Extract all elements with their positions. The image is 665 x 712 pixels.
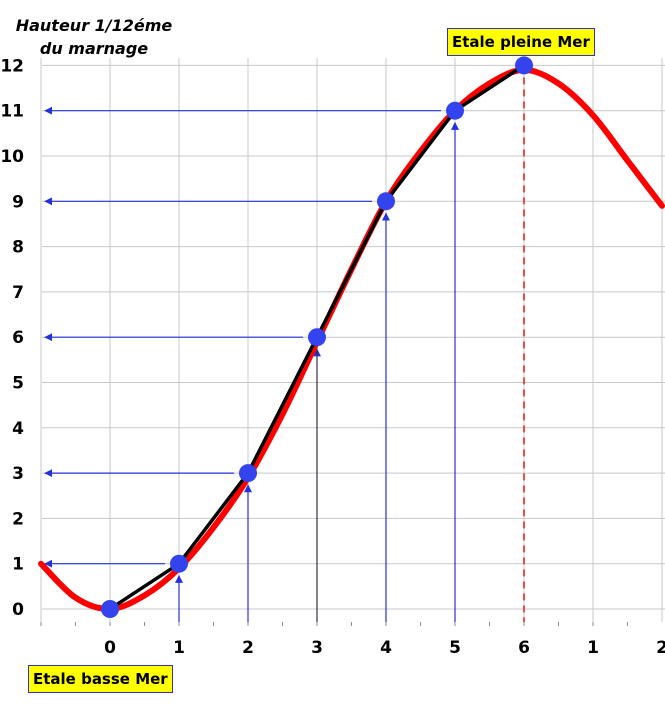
y-axis-title: Hauteur 1/12éme du marnage — [4, 14, 184, 60]
low-tide-label: Etale basse Mer — [28, 665, 173, 693]
y-tick-label: 11 — [0, 102, 24, 122]
y-tick-label: 10 — [0, 147, 24, 167]
x-tick-label: 5 — [449, 638, 461, 658]
y-tick-label: 0 — [12, 600, 24, 620]
y-tick-label: 9 — [12, 192, 24, 212]
x-tick-label: 2 — [656, 638, 665, 658]
x-tick-labels: 0 1 2 3 4 5 6 1 2 — [104, 638, 665, 658]
y-tick-label: 4 — [12, 419, 24, 439]
guide-lines — [175, 121, 459, 622]
data-point-marker — [101, 600, 119, 618]
x-tick-label: 3 — [311, 638, 323, 658]
data-point-marker — [170, 554, 188, 573]
y-axis-title-line-1: Hauteur 1/12éme — [15, 16, 173, 35]
y-tick-label: 1 — [12, 555, 24, 575]
y-tick-label: 12 — [0, 56, 24, 76]
y-tick-label: 6 — [12, 328, 24, 348]
data-point-marker — [308, 328, 326, 347]
y-tick-label: 5 — [12, 374, 24, 394]
y-tick-label: 3 — [12, 464, 24, 484]
grid — [40, 58, 665, 626]
x-tick-label: 4 — [380, 638, 392, 658]
data-point-marker — [446, 101, 464, 120]
high-tide-label: Etale pleine Mer — [447, 28, 595, 56]
y-tick-label: 2 — [12, 509, 24, 529]
x-tick-label: 1 — [587, 638, 599, 658]
x-tick-label: 2 — [242, 638, 254, 658]
y-axis-title-line-2: du marnage — [39, 39, 149, 58]
data-markers — [101, 56, 533, 618]
data-point-marker — [515, 56, 533, 75]
x-tick-label: 6 — [518, 638, 530, 658]
y-tick-label: 7 — [12, 283, 24, 303]
horizontal-arrows — [44, 106, 441, 568]
y-tick-label: 8 — [12, 238, 24, 258]
tide-curve — [38, 66, 665, 613]
data-point-marker — [377, 192, 395, 211]
x-tick-label: 1 — [173, 638, 185, 658]
x-tick-label: 0 — [104, 638, 116, 658]
data-point-marker — [239, 464, 257, 483]
